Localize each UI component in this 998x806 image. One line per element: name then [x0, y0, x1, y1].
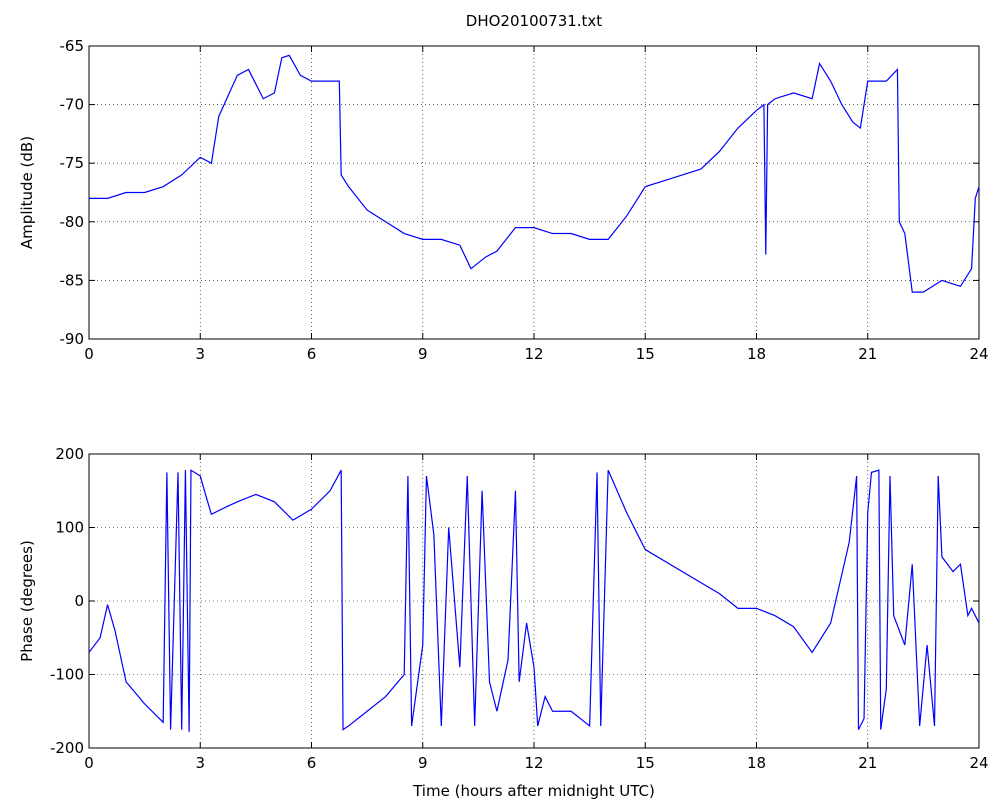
y-tick-label: 100	[55, 519, 84, 537]
y-tick-label: -85	[60, 271, 85, 289]
data-line	[89, 54, 980, 293]
plot-frame	[88, 453, 980, 749]
y-tick-label: 0	[74, 592, 84, 610]
x-tick-label: 3	[195, 754, 205, 772]
y-tick-label: -90	[60, 330, 85, 348]
x-tick-label: 3	[195, 345, 205, 363]
y-tick-label: 200	[55, 445, 84, 463]
x-axis-label: Time (hours after midnight UTC)	[412, 782, 655, 800]
y-axis-label: Phase (degrees)	[18, 540, 36, 662]
chart-title: DHO20100731.txt	[466, 12, 603, 30]
x-tick-label: 21	[858, 345, 877, 363]
x-tick-label: 9	[418, 345, 428, 363]
x-tick-label: 24	[969, 345, 988, 363]
x-tick-label: 12	[524, 754, 543, 772]
x-tick-label: 0	[84, 345, 94, 363]
x-tick-label: 9	[418, 754, 428, 772]
y-tick-label: -100	[50, 666, 84, 684]
data-line	[88, 469, 980, 732]
x-tick-label: 6	[307, 345, 317, 363]
x-tick-label: 6	[307, 754, 317, 772]
x-tick-label: 21	[858, 754, 877, 772]
y-tick-label: -80	[60, 213, 85, 231]
y-tick-label: -70	[60, 96, 85, 114]
x-tick-label: 18	[747, 345, 766, 363]
y-tick-label: -65	[60, 37, 85, 55]
y-tick-label: -75	[60, 154, 85, 172]
x-tick-label: 0	[84, 754, 94, 772]
y-axis-label: Amplitude (dB)	[18, 136, 36, 249]
x-tick-label: 15	[636, 754, 655, 772]
x-tick-label: 12	[524, 345, 543, 363]
y-tick-label: -200	[50, 739, 84, 757]
x-tick-label: 18	[747, 754, 766, 772]
x-tick-label: 15	[636, 345, 655, 363]
plot-frame	[88, 45, 980, 340]
x-tick-label: 24	[969, 754, 988, 772]
